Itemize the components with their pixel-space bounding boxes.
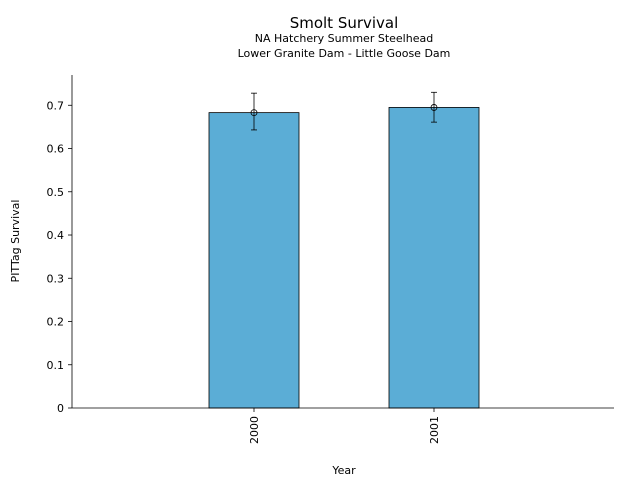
y-axis-label: PITTag Survival <box>9 200 22 283</box>
y-tick-label-0.1: 0.1 <box>47 359 65 372</box>
chart-title: Smolt Survival <box>290 14 399 32</box>
plot-area: 0 0.1 0.2 0.3 0.4 0.5 0.6 0.7 2000 2001 <box>47 75 614 444</box>
x-tick-label-2000: 2000 <box>248 416 261 444</box>
chart-subtitle-line-2: Lower Granite Dam - Little Goose Dam <box>238 47 451 60</box>
y-tick-label-0.5: 0.5 <box>47 186 65 199</box>
point-marker-2000 <box>250 109 258 117</box>
x-tick-label-2001: 2001 <box>428 416 441 444</box>
y-tick-label-0.3: 0.3 <box>47 272 65 285</box>
x-axis-label: Year <box>331 464 356 477</box>
y-tick-label-0.6: 0.6 <box>47 143 65 156</box>
y-tick-label-0.4: 0.4 <box>47 229 65 242</box>
y-tick-label-0.2: 0.2 <box>47 316 65 329</box>
chart-subtitle-line-1: NA Hatchery Summer Steelhead <box>255 32 433 45</box>
bar-2001 <box>388 107 480 409</box>
y-tick-label-0.7: 0.7 <box>47 99 65 112</box>
y-tick-label-0: 0 <box>57 402 64 415</box>
bar-2000 <box>208 112 300 409</box>
point-marker-2001 <box>430 104 438 111</box>
